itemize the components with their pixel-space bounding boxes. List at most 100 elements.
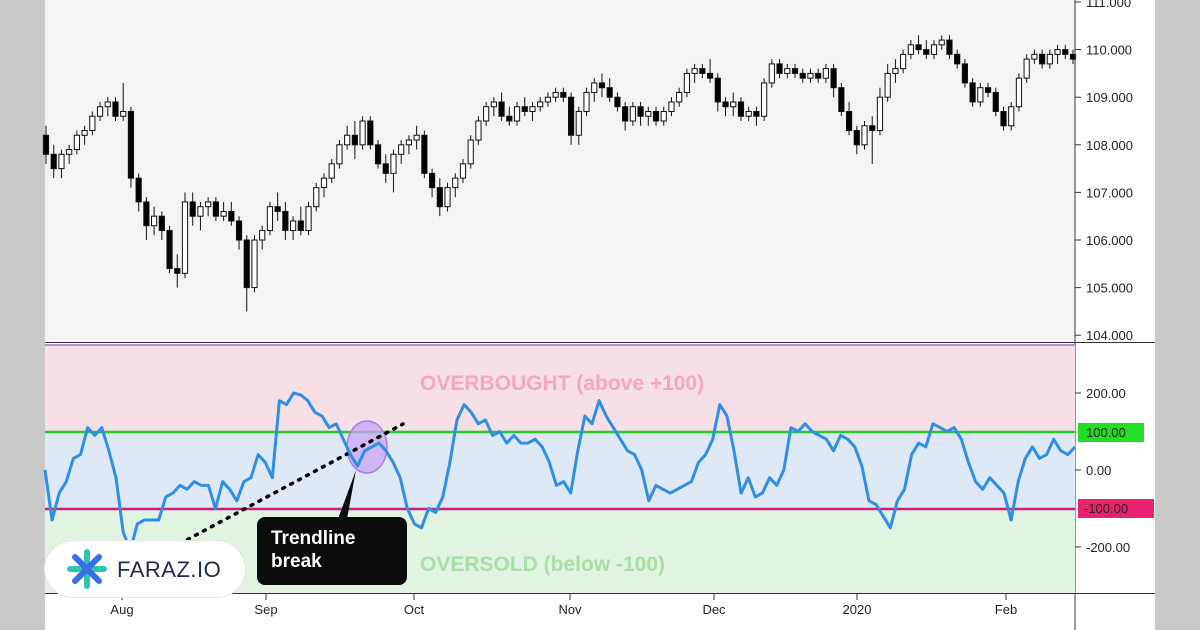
candle-body — [205, 201, 212, 208]
candle-body — [336, 144, 343, 165]
candle-body — [784, 68, 791, 74]
candle-body — [575, 110, 582, 136]
overbought-zone — [45, 345, 1075, 432]
candle-body — [66, 149, 73, 155]
candle-body — [622, 106, 629, 122]
candle-body — [344, 134, 351, 146]
price-plot-area — [45, 0, 1075, 342]
price-tick-label: 109.000 — [1086, 90, 1133, 105]
candle-body — [359, 120, 366, 146]
candle-body — [544, 96, 552, 103]
candle-body — [282, 210, 289, 231]
candle-body — [444, 187, 451, 208]
candle-body — [197, 206, 204, 217]
candle-body — [1069, 53, 1077, 60]
overbought-label: OVERBOUGHT (above +100) — [420, 372, 704, 395]
candle-body — [730, 101, 737, 108]
price-tick-label: 107.000 — [1086, 185, 1133, 200]
candlesticks — [42, 35, 1077, 312]
candle-body — [791, 68, 799, 74]
candle-body — [436, 187, 443, 208]
faraz-logo-icon — [67, 549, 107, 589]
candle-body — [58, 153, 65, 170]
candle-body — [1039, 53, 1046, 65]
candle-body — [1046, 53, 1053, 65]
candle-body — [691, 68, 698, 74]
time-tick-label: Feb — [995, 602, 1017, 617]
callout-pointer — [338, 470, 356, 519]
candle-body — [560, 91, 567, 98]
candle-body — [946, 39, 953, 55]
faraz-logo-text: FARAZ.IO — [117, 557, 222, 582]
candle-body — [683, 72, 691, 93]
trendline-break-callout: Trendline break — [257, 517, 407, 585]
candle-body — [374, 144, 382, 165]
candle-body — [1054, 49, 1061, 55]
candle-body — [513, 106, 521, 122]
candle-body — [552, 91, 559, 98]
candle-body — [220, 210, 227, 217]
candle-body — [166, 229, 173, 270]
price-tick-label: 110.000 — [1086, 43, 1132, 58]
candle-body — [699, 68, 706, 74]
faraz-logo[interactable]: FARAZ.IO — [45, 541, 245, 597]
candle-body — [753, 110, 760, 117]
candle-body — [614, 96, 621, 108]
candle-body — [228, 210, 235, 222]
candle-body — [892, 68, 899, 74]
price-panel — [42, 0, 1077, 342]
candle-body — [676, 91, 683, 103]
candle-body — [189, 201, 196, 217]
time-tick-label: Aug — [110, 602, 133, 617]
candle-body — [992, 91, 999, 112]
candle-body — [274, 206, 281, 212]
candle-body — [50, 153, 57, 170]
candle-body — [452, 177, 459, 189]
time-tick-label: Oct — [404, 602, 425, 617]
candle-body — [498, 101, 505, 117]
candle-body — [89, 115, 96, 132]
level-badge-plus-100-label: 100.00 — [1086, 425, 1126, 440]
candle-body — [521, 106, 528, 112]
candle-body — [151, 215, 158, 227]
candle-body — [259, 229, 266, 241]
candle-body — [714, 77, 721, 103]
candle-body — [598, 82, 606, 89]
candle-body — [73, 134, 80, 151]
time-tick-label: Dec — [702, 602, 726, 617]
candle-body — [1008, 106, 1015, 127]
neutral-zone — [45, 432, 1075, 509]
candle-body — [313, 187, 320, 208]
candle-body — [969, 82, 976, 103]
candle-body — [737, 101, 745, 117]
candle-body — [799, 72, 806, 79]
candle-body — [467, 139, 474, 165]
level-badge-plus-100 — [1078, 423, 1144, 442]
candle-body — [907, 44, 914, 55]
candle-body — [884, 72, 891, 98]
candle-body — [876, 96, 884, 132]
candle-body — [506, 115, 513, 122]
candle-body — [984, 87, 992, 93]
candle-body — [413, 134, 420, 141]
candle-body — [42, 134, 50, 155]
cci-tick-label: -200.00 — [1086, 540, 1130, 555]
cci-axis: 200.00 0.00 -200.00 — [1075, 386, 1130, 555]
candle-body — [81, 130, 88, 136]
candle-body — [96, 106, 104, 117]
candle-body — [537, 101, 544, 108]
candle-body — [706, 72, 714, 79]
candle-body — [390, 153, 397, 174]
candle-body — [629, 106, 636, 122]
candle-body — [251, 239, 258, 289]
cci-series-line — [43, 391, 1077, 553]
candle-body — [127, 110, 135, 179]
price-tick-label: 105.000 — [1086, 281, 1133, 296]
level-badge-minus-100 — [1078, 499, 1154, 518]
level-badge-minus-100-label: -100.00 — [1084, 501, 1128, 516]
candle-body — [815, 72, 822, 79]
candle-body — [668, 101, 675, 112]
candle-body — [583, 91, 590, 112]
price-tick-label: 108.000 — [1086, 138, 1133, 153]
